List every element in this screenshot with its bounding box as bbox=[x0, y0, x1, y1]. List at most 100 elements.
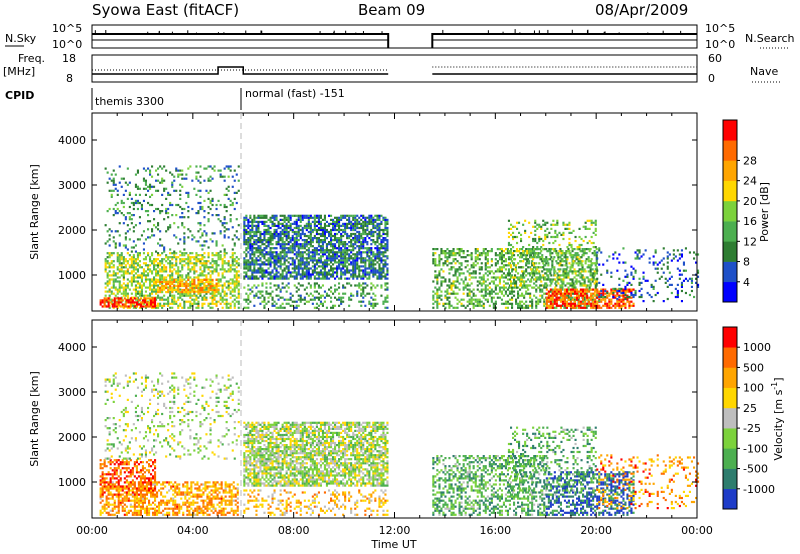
data-cell bbox=[187, 282, 190, 286]
data-cell bbox=[134, 262, 137, 265]
data-cell bbox=[103, 299, 106, 302]
data-cell bbox=[319, 232, 322, 236]
data-cell bbox=[104, 294, 107, 297]
data-cell bbox=[299, 220, 302, 223]
data-cell bbox=[249, 269, 252, 272]
data-cell bbox=[237, 262, 240, 265]
data-cell bbox=[336, 251, 339, 254]
data-cell bbox=[589, 268, 592, 271]
data-cell bbox=[99, 303, 102, 306]
data-cell bbox=[285, 259, 288, 262]
data-cell bbox=[498, 270, 501, 273]
data-cell bbox=[257, 290, 260, 293]
data-cell bbox=[106, 252, 109, 255]
data-cell bbox=[149, 187, 152, 190]
data-cell bbox=[285, 243, 288, 246]
data-cell bbox=[525, 262, 528, 265]
data-cell bbox=[303, 298, 306, 301]
data-cell bbox=[370, 288, 373, 291]
data-cell bbox=[135, 301, 138, 304]
data-cell bbox=[295, 226, 298, 230]
data-cell bbox=[159, 276, 162, 279]
data-cell bbox=[378, 253, 381, 256]
data-cell bbox=[496, 260, 499, 263]
data-cell bbox=[380, 247, 383, 250]
data-cell bbox=[185, 276, 188, 279]
data-cell bbox=[155, 272, 158, 275]
data-cell bbox=[305, 300, 308, 303]
data-cell bbox=[205, 291, 208, 294]
data-cell bbox=[225, 292, 228, 295]
data-cell bbox=[275, 261, 278, 264]
data-cell bbox=[572, 304, 575, 307]
data-cell bbox=[574, 304, 577, 307]
nave-label: Nave bbox=[750, 65, 778, 78]
data-cell bbox=[161, 291, 164, 294]
data-cell bbox=[193, 268, 196, 271]
data-cell bbox=[215, 302, 218, 305]
data-cell bbox=[342, 243, 345, 246]
data-cell bbox=[126, 248, 129, 251]
data-cell bbox=[500, 252, 503, 255]
data-cell bbox=[118, 181, 121, 184]
data-cell bbox=[177, 278, 180, 281]
data-cell bbox=[171, 181, 174, 184]
data-cell bbox=[134, 272, 137, 275]
data-cell bbox=[478, 282, 481, 285]
data-cell bbox=[372, 255, 375, 258]
data-cell bbox=[440, 276, 443, 279]
data-cell bbox=[587, 288, 590, 291]
data-cell bbox=[582, 288, 585, 291]
data-cell bbox=[591, 268, 594, 271]
data-cell bbox=[261, 253, 264, 256]
data-cell bbox=[311, 259, 314, 262]
data-cell bbox=[547, 290, 550, 293]
data-cell bbox=[555, 300, 558, 303]
data-cell bbox=[143, 301, 146, 304]
data-cell bbox=[120, 266, 123, 269]
data-cell bbox=[438, 270, 441, 273]
data-cell bbox=[147, 278, 150, 281]
data-cell bbox=[245, 300, 248, 303]
data-cell bbox=[456, 280, 459, 283]
data-cell bbox=[319, 271, 322, 274]
data-cell bbox=[273, 261, 276, 264]
data-cell bbox=[136, 171, 139, 174]
data-cell bbox=[273, 232, 276, 236]
data-cell bbox=[382, 228, 385, 232]
data-cell bbox=[378, 237, 381, 240]
data-cell bbox=[108, 244, 111, 247]
data-cell bbox=[358, 251, 361, 254]
data-cell bbox=[116, 193, 119, 196]
data-cell bbox=[165, 266, 168, 269]
data-cell bbox=[352, 294, 355, 297]
data-cell bbox=[255, 224, 258, 227]
data-cell bbox=[563, 306, 566, 309]
data-cell bbox=[201, 248, 204, 251]
data-cell bbox=[358, 232, 361, 236]
data-cell bbox=[247, 259, 250, 262]
data-cell bbox=[213, 169, 216, 172]
data-cell bbox=[221, 175, 224, 178]
data-cell bbox=[259, 214, 262, 217]
data-cell bbox=[458, 282, 461, 285]
data-cell bbox=[289, 296, 292, 299]
data-cell bbox=[187, 284, 190, 288]
data-cell bbox=[484, 286, 487, 289]
nsearch-tick-bottom: 10^0 bbox=[705, 38, 735, 51]
data-cell bbox=[350, 263, 353, 266]
data-cell bbox=[235, 284, 238, 287]
data-cell bbox=[372, 269, 375, 272]
data-cell bbox=[118, 165, 121, 168]
data-cell bbox=[545, 304, 548, 307]
data-cell bbox=[197, 302, 200, 305]
data-cell bbox=[126, 262, 129, 265]
data-cell bbox=[386, 294, 389, 297]
data-cell bbox=[126, 294, 129, 297]
data-cell bbox=[281, 243, 284, 246]
data-cell bbox=[155, 226, 158, 229]
data-cell bbox=[179, 294, 182, 297]
data-cell bbox=[183, 302, 186, 305]
data-cell bbox=[555, 306, 558, 309]
data-cell bbox=[110, 230, 113, 233]
